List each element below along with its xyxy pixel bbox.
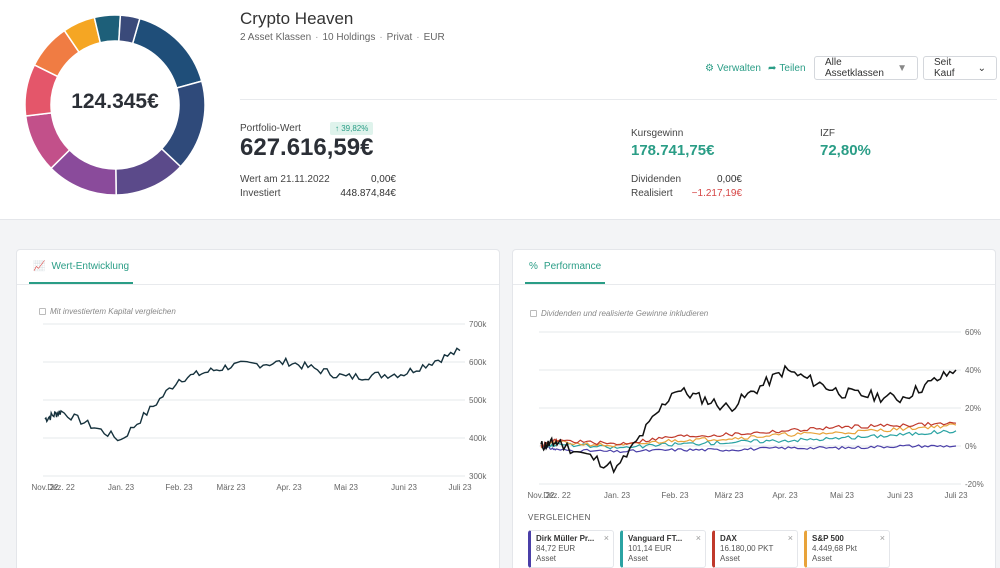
compare-item[interactable]: S&P 500 4.449,68 Pkt Asset ×: [804, 530, 890, 568]
close-icon[interactable]: ×: [603, 533, 609, 543]
x-tick-label: Juli 23: [448, 483, 472, 492]
x-tick-label: Apr. 23: [276, 483, 302, 492]
performance-badge: ↑ 39,82%: [330, 122, 374, 135]
compare-item[interactable]: Dirk Müller Pr... 84,72 EUR Asset ×: [528, 530, 614, 568]
y-tick-label: 40%: [965, 366, 981, 375]
dividends-label: Dividenden: [631, 174, 682, 185]
value-development-card: 📈 Wert-Entwicklung Mit investiertem Kapit…: [16, 249, 500, 568]
allocation-donut-chart[interactable]: [24, 14, 206, 196]
portfolio-value-label: Portfolio-Wert: [240, 123, 301, 134]
invested-value: 448.874,84€: [340, 188, 396, 199]
dividends-value: 0,00€: [716, 174, 742, 185]
percent-icon: %: [529, 260, 538, 272]
x-tick-label: Mai 23: [830, 491, 855, 500]
x-tick-label: Mai 23: [334, 483, 359, 492]
y-tick-label: -20%: [965, 480, 984, 489]
x-tick-label: März 23: [217, 483, 246, 492]
x-tick-label: Apr. 23: [772, 491, 798, 500]
y-tick-label: 20%: [965, 404, 981, 413]
date-label: Wert am 21.11.2022: [240, 174, 330, 185]
irr-value: 72,80%: [820, 142, 871, 159]
x-tick-label: Feb. 23: [661, 491, 689, 500]
performance-series-line: [540, 421, 957, 449]
share-link[interactable]: ➦ Teilen: [768, 63, 806, 74]
compare-item-name: S&P 500: [812, 534, 844, 543]
invested-label: Investiert: [240, 188, 281, 199]
close-icon[interactable]: ×: [879, 533, 885, 543]
compare-item-price: 101,14 EUR: [628, 544, 672, 553]
close-icon[interactable]: ×: [695, 533, 701, 543]
y-tick-label: 700k: [469, 320, 487, 329]
y-tick-label: 60%: [965, 328, 981, 337]
irr-label: IZF: [820, 128, 835, 139]
value-series-line: [44, 347, 461, 442]
portfolio-total: 124.345€: [71, 90, 159, 113]
asset-class-filter[interactable]: Alle Assetklassen ▼: [814, 56, 918, 80]
compare-item-price: 4.449,68 Pkt: [812, 544, 857, 553]
performance-series-line: [540, 364, 957, 475]
compare-item-name: Vanguard FT...: [628, 534, 683, 543]
portfolio-name: Crypto Heaven: [240, 9, 354, 28]
donut-segment[interactable]: [131, 17, 203, 89]
performance-card: % Performance Dividenden und realisierte …: [512, 249, 996, 568]
gain-label: Kursgewinn: [631, 128, 684, 139]
x-tick-label: Jan. 23: [604, 491, 631, 500]
gain-value: 178.741,75€: [631, 142, 715, 159]
include-dividends-checkbox[interactable]: Dividenden und realisierte Gewinne inklu…: [530, 309, 708, 318]
compare-item-type: Asset: [628, 554, 649, 563]
compare-item[interactable]: DAX 16.180,00 PKT Asset ×: [712, 530, 798, 568]
tab-value-development[interactable]: 📈 Wert-Entwicklung: [29, 250, 134, 284]
divider: [240, 99, 997, 100]
compare-item-name: DAX: [720, 534, 737, 543]
compare-invested-checkbox[interactable]: Mit investiertem Kapital vergleichen: [39, 307, 176, 316]
filter-icon: ▼: [897, 62, 907, 74]
x-tick-label: Juli 23: [944, 491, 968, 500]
compare-item-name: Dirk Müller Pr...: [536, 534, 595, 543]
y-tick-label: 500k: [469, 396, 487, 405]
x-tick-label: Dez. 22: [47, 483, 75, 492]
portfolio-header: 124.345€ Crypto Heaven 2 Asset Klassen · 1…: [0, 0, 1000, 220]
y-tick-label: 400k: [469, 434, 487, 443]
realized-label: Realisiert: [631, 188, 673, 199]
x-tick-label: März 23: [715, 491, 744, 500]
share-icon: ➦: [768, 63, 777, 74]
date-value: 0,00€: [370, 174, 396, 185]
x-tick-label: Feb. 23: [165, 483, 193, 492]
compare-item-type: Asset: [812, 554, 833, 563]
x-tick-label: Juni 23: [391, 483, 417, 492]
portfolio-meta: 2 Asset Klassen · 10 Holdings · Privat · EUR: [240, 32, 445, 43]
portfolio-value: 627.616,59€: [240, 134, 374, 161]
manage-link[interactable]: ⚙ Verwalten: [705, 63, 761, 74]
x-tick-label: Jan. 23: [108, 483, 135, 492]
x-tick-label: Dez. 22: [543, 491, 571, 500]
compare-item-type: Asset: [720, 554, 741, 563]
chevron-down-icon: ⌄: [977, 62, 986, 74]
y-tick-label: 0%: [965, 442, 977, 451]
x-tick-label: Nov. 22: [528, 491, 556, 500]
tab-performance[interactable]: % Performance: [525, 250, 606, 284]
performance-series-line: [540, 429, 957, 450]
compare-item-price: 84,72 EUR: [536, 544, 576, 553]
realized-value: −1.217,19€: [691, 188, 742, 199]
period-select[interactable]: Seit Kauf ⌄: [923, 56, 997, 80]
compare-item-type: Asset: [536, 554, 557, 563]
x-tick-label: Juni 23: [887, 491, 913, 500]
x-tick-label: Nov. 22: [32, 483, 60, 492]
gear-icon: ⚙: [705, 63, 714, 74]
y-tick-label: 300k: [469, 472, 487, 481]
line-chart-icon: 📈: [33, 260, 46, 272]
close-icon[interactable]: ×: [787, 533, 793, 543]
y-tick-label: 600k: [469, 358, 487, 367]
donut-segment[interactable]: [118, 14, 141, 45]
compare-item[interactable]: Vanguard FT... 101,14 EUR Asset ×: [620, 530, 706, 568]
compare-title: VERGLEICHEN: [528, 513, 591, 522]
compare-item-price: 16.180,00 PKT: [720, 544, 774, 553]
